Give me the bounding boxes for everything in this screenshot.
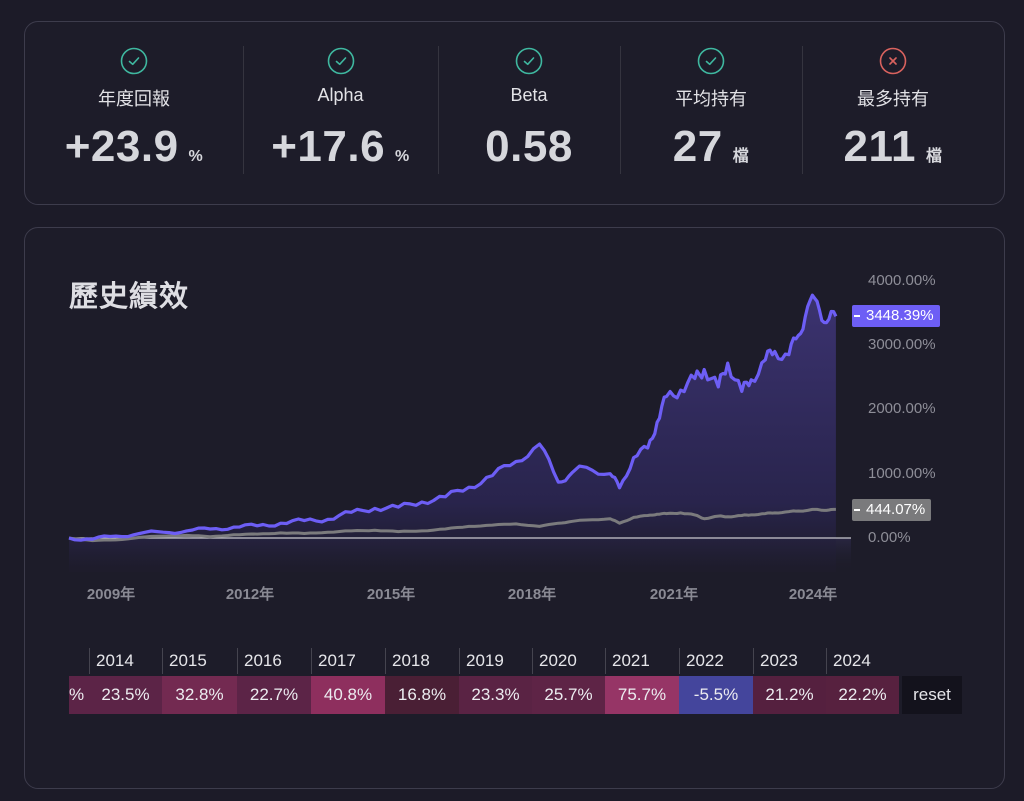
- year-return-cell[interactable]: 75.7%: [605, 676, 679, 714]
- stat-beta: Beta 0.58: [438, 22, 620, 206]
- year-header: 2014: [89, 648, 162, 674]
- y-tick: 0.00%: [868, 529, 911, 546]
- benchmark-line: [68, 507, 836, 543]
- year-return-cell[interactable]: 16.8%: [385, 676, 459, 714]
- stat-label: 平均持有: [675, 89, 747, 109]
- year-header: 2020: [532, 648, 605, 674]
- year-return-cell[interactable]: 22.7%: [237, 676, 311, 714]
- benchmark-value-tag: 444.07%: [852, 499, 932, 521]
- stats-card: 年度回報 +23.9% Alpha +17.6% Beta 0.58 平均持有 …: [24, 21, 1005, 205]
- year-header: 2019: [459, 648, 532, 674]
- stat-max-holdings: 最多持有 211 檔: [802, 22, 984, 206]
- x-tick: 2018年: [507, 586, 557, 603]
- divider: [438, 46, 439, 174]
- strategy-area: [69, 295, 836, 572]
- year-header: 2022: [679, 648, 753, 674]
- performance-card: 歷史績效 4000.00% 3000.00% 2000.00% 1000.00%…: [24, 227, 1005, 789]
- x-tick: 2015年: [366, 586, 416, 603]
- stat-alpha: Alpha +17.6%: [243, 22, 438, 206]
- stat-value: 27 檔: [672, 122, 750, 171]
- year-return-cell[interactable]: 23.3%: [459, 676, 532, 714]
- check-circle-icon: [120, 47, 148, 75]
- year-return-cell[interactable]: 22.2%: [826, 676, 899, 714]
- x-tick: 2024年: [788, 586, 838, 603]
- stat-label: 最多持有: [857, 89, 929, 109]
- year-return-cell[interactable]: 23.5%: [89, 676, 162, 714]
- performance-chart[interactable]: [25, 228, 1006, 608]
- stat-annual-return: 年度回報 +23.9%: [25, 22, 243, 206]
- check-circle-icon: [515, 47, 543, 75]
- year-header: 2015: [162, 648, 237, 674]
- stat-label: 年度回報: [98, 89, 170, 109]
- y-tick: 2000.00%: [868, 400, 936, 417]
- stat-value: 0.58: [485, 122, 573, 171]
- divider: [243, 46, 244, 174]
- check-circle-icon: [327, 47, 354, 75]
- section-title: 歷史績效: [69, 281, 190, 313]
- y-tick: 4000.00%: [868, 272, 936, 289]
- strategy-value-tag: 3448.39%: [852, 305, 940, 327]
- x-circle-icon: [879, 47, 907, 75]
- divider: [802, 46, 803, 174]
- stat-label: Alpha: [317, 85, 364, 105]
- year-header: 2023: [753, 648, 826, 674]
- stat-avg-holdings: 平均持有 27 檔: [620, 22, 802, 206]
- x-tick: 2012年: [225, 586, 275, 603]
- year-header: 2017: [311, 648, 385, 674]
- strategy-line: [68, 293, 838, 542]
- year-header: 2021: [605, 648, 679, 674]
- annual-returns-table: % 2014 23.5% 2015 32.8% 2016 22.7% 2017 40.8% 20…: [69, 648, 969, 716]
- stat-value: +23.9%: [64, 122, 204, 171]
- year-return-cell[interactable]: 40.8%: [311, 676, 385, 714]
- year-header: 2018: [385, 648, 459, 674]
- y-tick: 3000.00%: [868, 336, 936, 353]
- stat-value: 211 檔: [843, 122, 943, 171]
- reset-button[interactable]: reset: [902, 676, 962, 714]
- year-return-cell[interactable]: 21.2%: [753, 676, 826, 714]
- divider: [620, 46, 621, 174]
- year-return-cell[interactable]: -5.5%: [679, 676, 753, 714]
- year-return-cell[interactable]: 32.8%: [162, 676, 237, 714]
- x-tick: 2009年: [86, 586, 136, 603]
- year-header: 2024: [826, 648, 899, 674]
- y-tick: 1000.00%: [868, 465, 936, 482]
- x-tick: 2021年: [649, 586, 699, 603]
- year-cell-truncated[interactable]: %: [69, 676, 89, 714]
- year-return-cell[interactable]: 25.7%: [532, 676, 605, 714]
- stat-value: +17.6%: [271, 122, 410, 171]
- year-header: 2016: [237, 648, 311, 674]
- stat-label: Beta: [510, 85, 548, 105]
- check-circle-icon: [697, 47, 725, 75]
